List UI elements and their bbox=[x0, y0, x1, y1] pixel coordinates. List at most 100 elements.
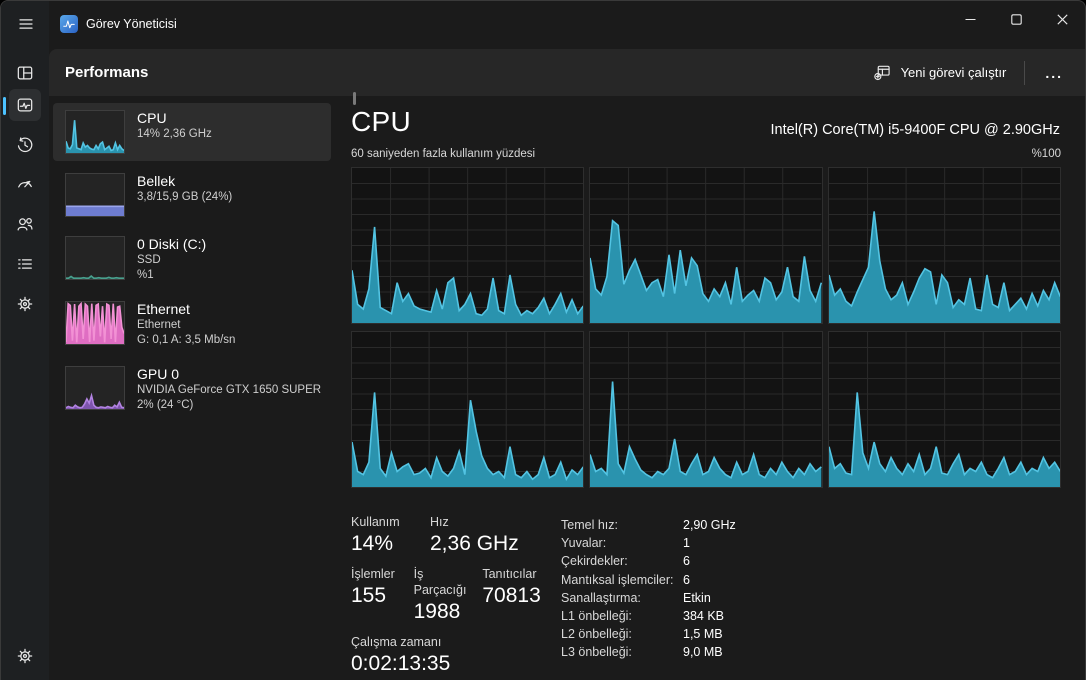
users-icon bbox=[17, 218, 33, 231]
ethernet-subline-2: G: 0,1 A: 3,5 Mb/sn bbox=[137, 333, 236, 346]
sidebar-item-cpu[interactable]: CPU 14% 2,36 GHz bbox=[53, 103, 331, 161]
nav-users-button[interactable] bbox=[9, 208, 41, 240]
stat-kullan-m: Kullanım 14% bbox=[351, 514, 420, 557]
cpu-mini-chart bbox=[65, 110, 125, 154]
nav-details-button[interactable] bbox=[9, 248, 41, 280]
spec-value: 384 KB bbox=[683, 609, 725, 624]
window-controls bbox=[947, 1, 1085, 37]
spec-l3-nbelle-i-: L3 önbelleği: 9,0 MB bbox=[561, 643, 841, 661]
nav-services-button[interactable] bbox=[9, 288, 41, 320]
cpu-labels: CPU 14% 2,36 GHz bbox=[137, 110, 212, 154]
processes-icon bbox=[17, 66, 33, 80]
gpu-labels: GPU 0 NVIDIA GeForce GTX 1650 SUPER 2% (24… bbox=[137, 366, 321, 412]
task-manager-app-icon bbox=[60, 15, 78, 33]
minimize-button[interactable] bbox=[947, 1, 993, 37]
stat-label: İş Parçacığı bbox=[413, 567, 467, 597]
cpu-pane-title: CPU bbox=[351, 106, 412, 137]
stat--al-ma-zaman-: Çalışma zamanı 0:02:13:35 bbox=[351, 634, 511, 677]
stats-row2: İşlemler 155 İş Parçacığı 1988 Tanıtıcılar 70… bbox=[351, 566, 561, 625]
ethernet-title: Ethernet bbox=[137, 301, 190, 317]
stat-label: Tanıtıcılar bbox=[482, 567, 537, 581]
nav-processes-button[interactable] bbox=[9, 57, 41, 89]
spec-label: Yuvalar: bbox=[561, 536, 607, 551]
logical-processor-1-chart bbox=[351, 167, 585, 324]
disk-mini-chart bbox=[65, 236, 125, 280]
stats-row1: Kullanım 14% Hız 2,36 GHz bbox=[351, 514, 561, 557]
chart-row-2 bbox=[351, 331, 1061, 488]
disk-subline-2: %1 bbox=[137, 268, 154, 281]
spec-sanalla-t-rma-: Sanallaştırma: Etkin bbox=[561, 589, 841, 607]
stat-value: 70813 bbox=[482, 584, 541, 607]
ethernet-mini-chart bbox=[65, 301, 125, 345]
disk-subline-1: SSD bbox=[137, 254, 161, 266]
spec-value: 6 bbox=[683, 554, 690, 569]
spec-mant-ksal-i-lemciler-: Mantıksal işlemciler: 6 bbox=[561, 571, 841, 589]
spec-value: 2,90 GHz bbox=[683, 518, 736, 532]
close-button[interactable] bbox=[1039, 1, 1085, 37]
logical-processor-6-chart bbox=[827, 331, 1061, 488]
spec-temel-h-z-: Temel hız: 2,90 GHz bbox=[561, 516, 841, 534]
spec-label: Temel hız: bbox=[561, 518, 618, 532]
chart-caption-row: 60 saniyeden fazla kullanım yüzdesi %100 bbox=[351, 148, 1061, 160]
stat-tan-t-c-lar: Tanıtıcılar 70813 bbox=[482, 566, 551, 625]
header-divider bbox=[1024, 60, 1026, 85]
chart-caption-right: %100 bbox=[1031, 148, 1061, 160]
stat-label: Hız bbox=[430, 515, 449, 529]
logical-processor-3-chart bbox=[827, 167, 1061, 324]
stat-h-z: Hız 2,36 GHz bbox=[430, 514, 540, 557]
sidebar-item-ethernet[interactable]: Ethernet Ethernet G: 0,1 A: 3,5 Mb/sn bbox=[53, 294, 331, 354]
stat-value: 14% bbox=[351, 532, 394, 555]
spec-l2-nbelle-i-: L2 önbelleği: 1,5 MB bbox=[561, 625, 841, 643]
disk-labels: 0 Diski (C:) SSD %1 bbox=[137, 236, 206, 282]
sidebar-item-memory[interactable]: Bellek 3,8/15,9 GB (24%) bbox=[53, 166, 331, 224]
stat-i-lemler: İşlemler 155 bbox=[351, 566, 404, 625]
sidebar-item-disk[interactable]: 0 Diski (C:) SSD %1 bbox=[53, 229, 331, 289]
cpu-title: CPU bbox=[137, 110, 167, 126]
spec-value: 6 bbox=[683, 572, 690, 587]
new-task-icon bbox=[873, 65, 890, 80]
spec-label: Çekirdekler: bbox=[561, 554, 628, 569]
selected-nav-accent-pill bbox=[3, 97, 6, 115]
more-options-button[interactable]: ... bbox=[1045, 64, 1063, 81]
spec-value: 9,0 MB bbox=[683, 645, 723, 660]
details-icon bbox=[18, 259, 32, 269]
ethernet-subline-1: Ethernet bbox=[137, 319, 181, 331]
list-scrollbar-thumb[interactable] bbox=[353, 92, 356, 105]
sidebar-item-gpu[interactable]: GPU 0 NVIDIA GeForce GTX 1650 SUPER 2% (24… bbox=[53, 359, 331, 419]
stats-row3: Çalışma zamanı 0:02:13:35 bbox=[351, 634, 561, 677]
maximize-button[interactable] bbox=[993, 1, 1039, 37]
gpu-mini-chart bbox=[65, 366, 125, 410]
page-title: Performans bbox=[65, 64, 149, 81]
memory-title: Bellek bbox=[137, 173, 176, 189]
cpu-model-name: Intel(R) Core(TM) i5-9400F CPU @ 2.90GHz bbox=[770, 122, 1060, 138]
spec-label: L2 önbelleği: bbox=[561, 627, 632, 642]
window-title: Görev Yöneticisi bbox=[86, 17, 177, 31]
stat-value: 2,36 GHz bbox=[430, 532, 519, 555]
spec-value: 1,5 MB bbox=[683, 627, 723, 642]
spec-value: 1 bbox=[683, 536, 690, 551]
stat-i-par-ac-: İş Parçacığı 1988 bbox=[414, 566, 473, 625]
chart-caption-left: 60 saniyeden fazla kullanım yüzdesi bbox=[351, 148, 536, 160]
run-new-task-label: Yeni görevi çalıştır bbox=[900, 65, 1007, 80]
stat-label: Çalışma zamanı bbox=[351, 635, 442, 649]
nav-app-history-button[interactable] bbox=[9, 129, 41, 161]
cpu-core-charts bbox=[351, 167, 1061, 488]
logical-processor-4-chart bbox=[351, 331, 585, 488]
app-history-icon bbox=[17, 137, 33, 153]
spec-l1-nbelle-i-: L1 önbelleği: 384 KB bbox=[561, 607, 841, 625]
spec-value: Etkin bbox=[683, 590, 711, 605]
disk-title: 0 Diski (C:) bbox=[137, 236, 207, 252]
gpu-title: GPU 0 bbox=[137, 366, 180, 382]
logical-processor-2-chart bbox=[589, 167, 823, 324]
nav-performance-button[interactable] bbox=[9, 89, 41, 121]
cpu-static-stats: Temel hız: 2,90 GHz Yuvalar: 1 Çekirdekler: 6… bbox=[561, 516, 841, 662]
page-header: Performans Yeni görevi çalıştır ... bbox=[49, 49, 1085, 96]
run-new-task-button[interactable]: Yeni görevi çalıştır bbox=[862, 57, 1017, 89]
nav-settings-button[interactable] bbox=[9, 640, 41, 672]
cpu-subline-1: 14% 2,36 GHz bbox=[137, 128, 212, 140]
hamburger-menu-icon[interactable] bbox=[13, 11, 39, 37]
settings-gear-icon bbox=[17, 648, 33, 664]
nav-startup-apps-button[interactable] bbox=[9, 168, 41, 200]
startup-apps-icon bbox=[18, 180, 32, 188]
